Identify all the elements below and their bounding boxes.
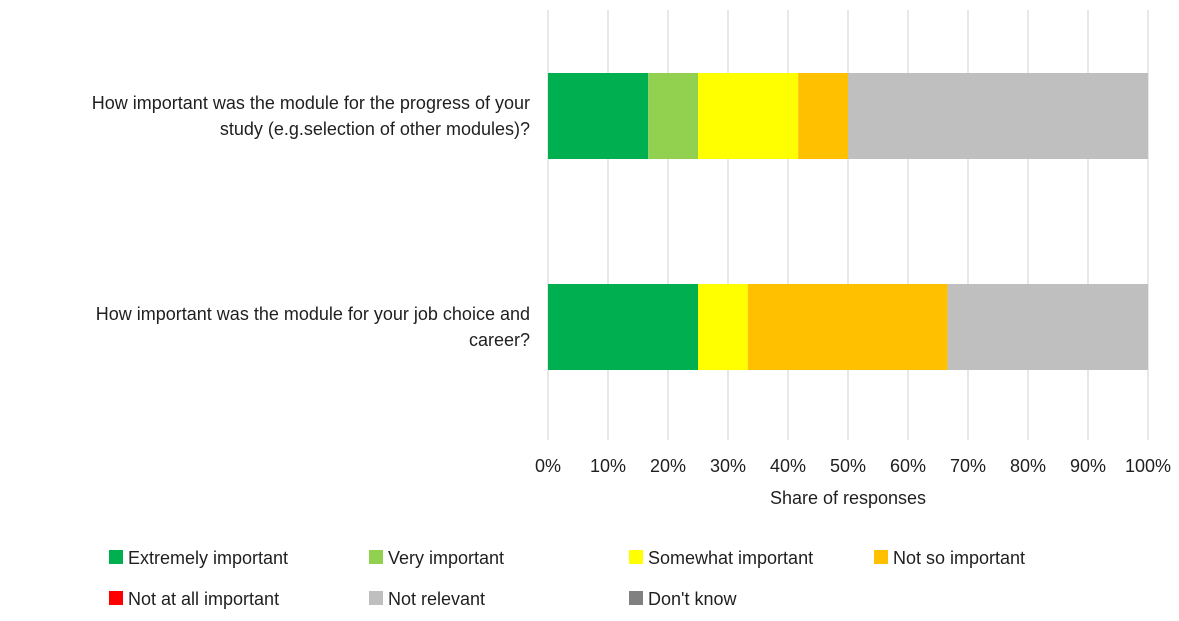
- legend-label: Not at all important: [128, 589, 279, 609]
- legend-swatch: [109, 591, 123, 605]
- legend-swatch: [629, 550, 643, 564]
- x-tick-label: 60%: [890, 456, 926, 476]
- bar-segment: [648, 73, 698, 159]
- x-tick-label: 30%: [710, 456, 746, 476]
- x-tick-label: 50%: [830, 456, 866, 476]
- category-label: career?: [469, 330, 530, 350]
- x-tick-label: 10%: [590, 456, 626, 476]
- legend-item: Not relevant: [369, 589, 485, 609]
- legend-item: Not so important: [874, 548, 1025, 568]
- bar-segment: [698, 284, 748, 370]
- x-axis-title: Share of responses: [770, 488, 926, 508]
- bars: [548, 73, 1148, 370]
- legend-swatch: [369, 591, 383, 605]
- legend: Extremely important Very important Somewha…: [109, 548, 1025, 609]
- bar-segment: [548, 73, 649, 159]
- bar-segment: [698, 73, 799, 159]
- legend-label: Very important: [388, 548, 504, 568]
- bar-segment: [548, 284, 698, 370]
- legend-item: Don't know: [629, 589, 737, 609]
- legend-label: Don't know: [648, 589, 737, 609]
- legend-label: Extremely important: [128, 548, 288, 568]
- legend-item: Very important: [369, 548, 504, 568]
- x-tick-label: 40%: [770, 456, 806, 476]
- legend-item: Not at all important: [109, 589, 279, 609]
- x-tick-label: 70%: [950, 456, 986, 476]
- category-label: How important was the module for the pro…: [92, 93, 530, 113]
- bar-segment: [848, 73, 1148, 159]
- legend-label: Somewhat important: [648, 548, 813, 568]
- x-tick-label: 90%: [1070, 456, 1106, 476]
- legend-swatch: [629, 591, 643, 605]
- bar-segment: [947, 284, 1148, 370]
- x-tick-label: 0%: [535, 456, 561, 476]
- legend-swatch: [369, 550, 383, 564]
- category-label: study (e.g.selection of other modules)?: [220, 119, 530, 139]
- bar-segment: [747, 284, 948, 370]
- bar-segment: [798, 73, 848, 159]
- legend-swatch: [109, 550, 123, 564]
- legend-item: Extremely important: [109, 548, 288, 568]
- legend-swatch: [874, 550, 888, 564]
- legend-item: Somewhat important: [629, 548, 813, 568]
- legend-label: Not relevant: [388, 589, 485, 609]
- category-labels: How important was the module for the pro…: [92, 93, 530, 350]
- x-tick-labels: 0% 10% 20% 30% 40% 50% 60% 70% 80% 90% 100%: [535, 456, 1171, 476]
- legend-label: Not so important: [893, 548, 1025, 568]
- x-tick-label: 100%: [1125, 456, 1171, 476]
- x-tick-label: 80%: [1010, 456, 1046, 476]
- category-label: How important was the module for your jo…: [96, 304, 530, 324]
- x-tick-label: 20%: [650, 456, 686, 476]
